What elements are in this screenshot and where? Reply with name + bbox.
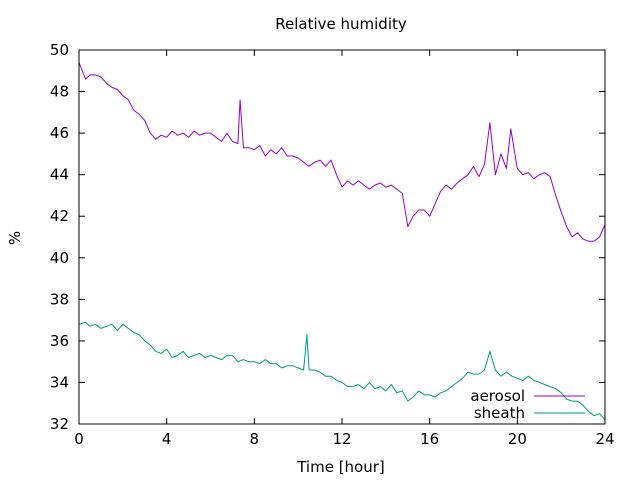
legend-label-aerosol: aerosol: [470, 387, 525, 405]
y-tick-label: 46: [50, 124, 69, 142]
series-lines: [78, 62, 606, 421]
y-tick-label: 34: [50, 373, 69, 391]
y-tick-label: 32: [50, 415, 69, 433]
legend-label-sheath: sheath: [474, 404, 525, 422]
y-tick-label: 48: [50, 83, 69, 101]
x-tick-label: 20: [508, 430, 527, 448]
plot-frame: [78, 49, 606, 425]
chart-title: Relative humidity: [275, 15, 407, 33]
series-line-aerosol: [78, 62, 606, 242]
y-axis-label: %: [6, 231, 24, 245]
x-tick-label: 4: [162, 430, 172, 448]
y-tick-label: 40: [50, 249, 69, 267]
x-tick-label: 8: [250, 430, 260, 448]
y-tick-label: 42: [50, 207, 69, 225]
x-axis-label: Time [hour]: [296, 458, 385, 476]
y-tick-label: 44: [50, 166, 69, 184]
y-tick-label: 36: [50, 332, 69, 350]
x-tick-label: 16: [420, 430, 439, 448]
x-tick-label: 0: [74, 430, 84, 448]
x-tick-label: 12: [332, 430, 351, 448]
y-tick-label: 38: [50, 290, 69, 308]
series-line-sheath: [78, 321, 606, 421]
x-tick-label: 24: [595, 430, 614, 448]
y-tick-label: 50: [50, 41, 69, 59]
